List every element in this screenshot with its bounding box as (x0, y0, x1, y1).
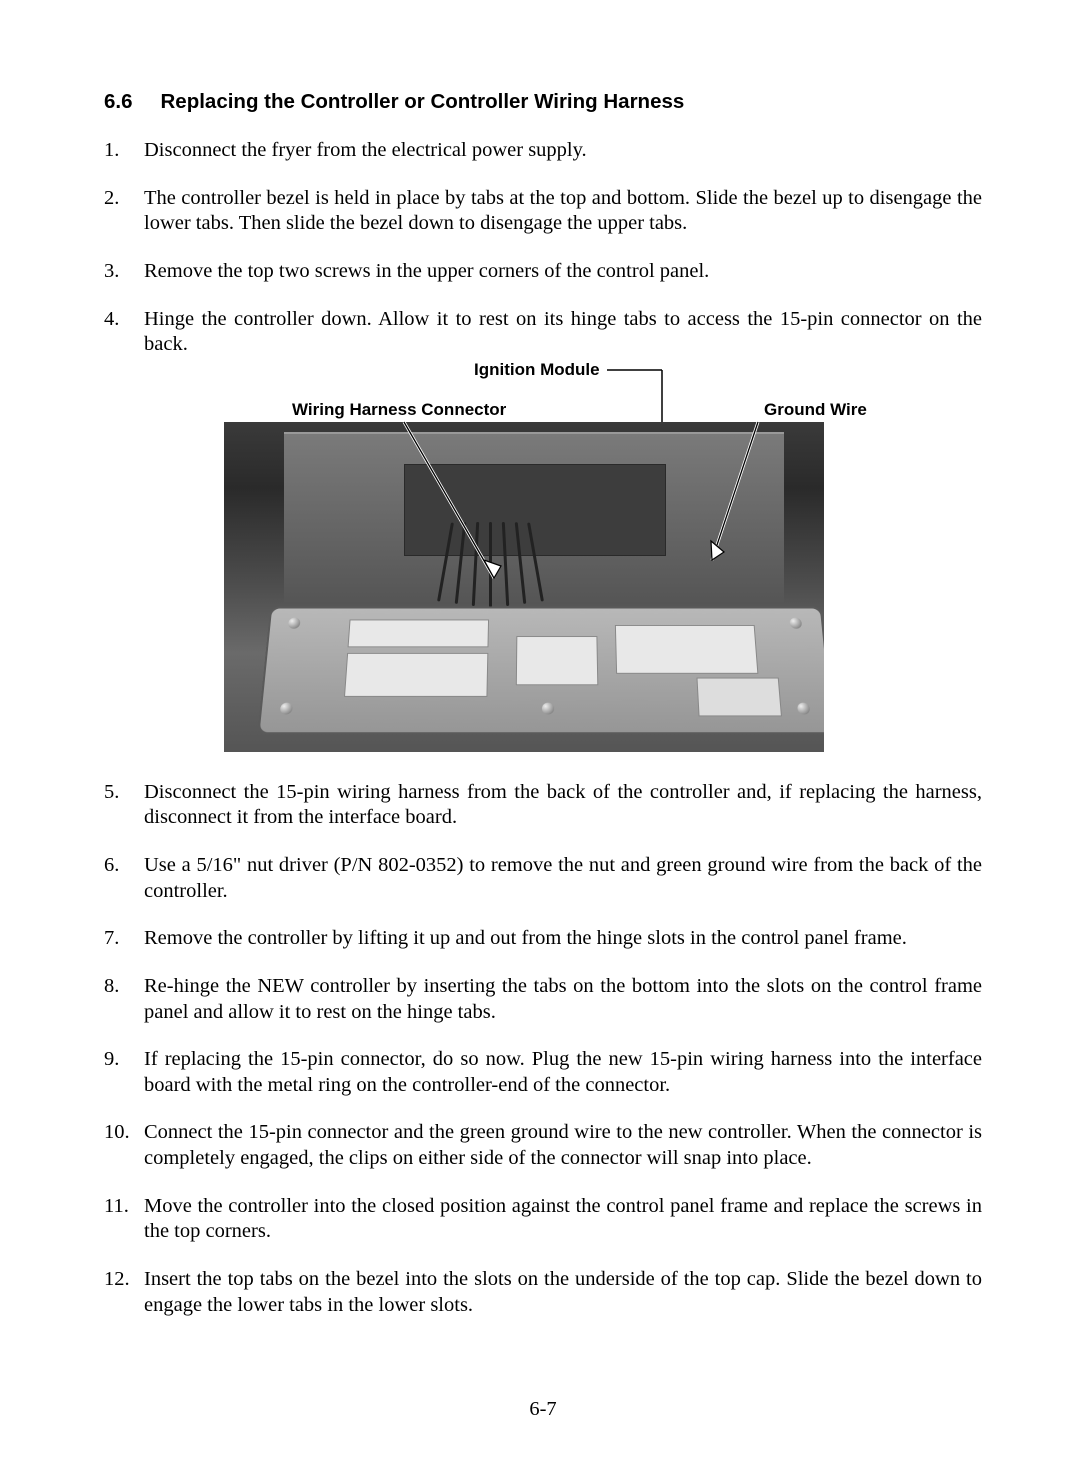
list-item: 8.Re-hinge the NEW controller by inserti… (104, 974, 982, 1025)
step-number: 12. (104, 1267, 144, 1318)
step-text: Connect the 15-pin connector and the gre… (144, 1120, 982, 1171)
label-wiring-harness-connector: Wiring Harness Connector (292, 400, 506, 420)
step-number: 10. (104, 1120, 144, 1171)
step-number: 9. (104, 1047, 144, 1098)
step-text: Hinge the controller down. Allow it to r… (144, 307, 982, 358)
step-text: The controller bezel is held in place by… (144, 186, 982, 237)
step-text: Use a 5/16" nut driver (P/N 802-0352) to… (144, 853, 982, 904)
section-heading: 6.6 Replacing the Controller or Controlle… (104, 90, 982, 114)
step-text: If replacing the 15-pin connector, do so… (144, 1047, 982, 1098)
step-text: Disconnect the fryer from the electrical… (144, 138, 982, 164)
wires-shape (444, 522, 604, 612)
list-item: 3.Remove the top two screws in the upper… (104, 259, 982, 285)
label-ground-wire: Ground Wire (764, 400, 867, 420)
list-item: 9.If replacing the 15-pin connector, do … (104, 1047, 982, 1098)
label-ignition-module: Ignition Module (474, 360, 600, 380)
list-item: 2.The controller bezel is held in place … (104, 186, 982, 237)
list-item: 4.Hinge the controller down. Allow it to… (104, 307, 982, 358)
step-text: Remove the controller by lifting it up a… (144, 926, 982, 952)
list-item: 11.Move the controller into the closed p… (104, 1194, 982, 1245)
step-number: 3. (104, 259, 144, 285)
list-item: 1.Disconnect the fryer from the electric… (104, 138, 982, 164)
section-title: Replacing the Controller or Controller W… (161, 90, 685, 113)
manual-page: 6.6 Replacing the Controller or Controlle… (0, 0, 1080, 1471)
step-number: 11. (104, 1194, 144, 1245)
list-item: 6.Use a 5/16" nut driver (P/N 802-0352) … (104, 853, 982, 904)
step-number: 8. (104, 974, 144, 1025)
figure-image (224, 422, 824, 752)
list-item: 5.Disconnect the 15-pin wiring harness f… (104, 780, 982, 831)
step-text: Insert the top tabs on the bezel into th… (144, 1267, 982, 1318)
step-number: 4. (104, 307, 144, 358)
step-number: 7. (104, 926, 144, 952)
list-item: 12.Insert the top tabs on the bezel into… (104, 1267, 982, 1318)
list-item: 7.Remove the controller by lifting it up… (104, 926, 982, 952)
step-number: 6. (104, 853, 144, 904)
steps-list-continued: 5.Disconnect the 15-pin wiring harness f… (104, 780, 982, 1318)
section-number: 6.6 (104, 90, 133, 114)
step-number: 5. (104, 780, 144, 831)
step-text: Re-hinge the NEW controller by inserting… (144, 974, 982, 1025)
step-number: 2. (104, 186, 144, 237)
step-text: Remove the top two screws in the upper c… (144, 259, 982, 285)
step-number: 1. (104, 138, 144, 164)
figure: Ignition Module Wiring Harness Connector… (144, 360, 904, 760)
page-number: 6-7 (104, 1398, 982, 1421)
list-item: 10.Connect the 15-pin connector and the … (104, 1120, 982, 1171)
steps-list: 1.Disconnect the fryer from the electric… (104, 138, 982, 358)
step-text: Disconnect the 15-pin wiring harness fro… (144, 780, 982, 831)
controller-panel-shape (257, 606, 824, 734)
step-text: Move the controller into the closed posi… (144, 1194, 982, 1245)
